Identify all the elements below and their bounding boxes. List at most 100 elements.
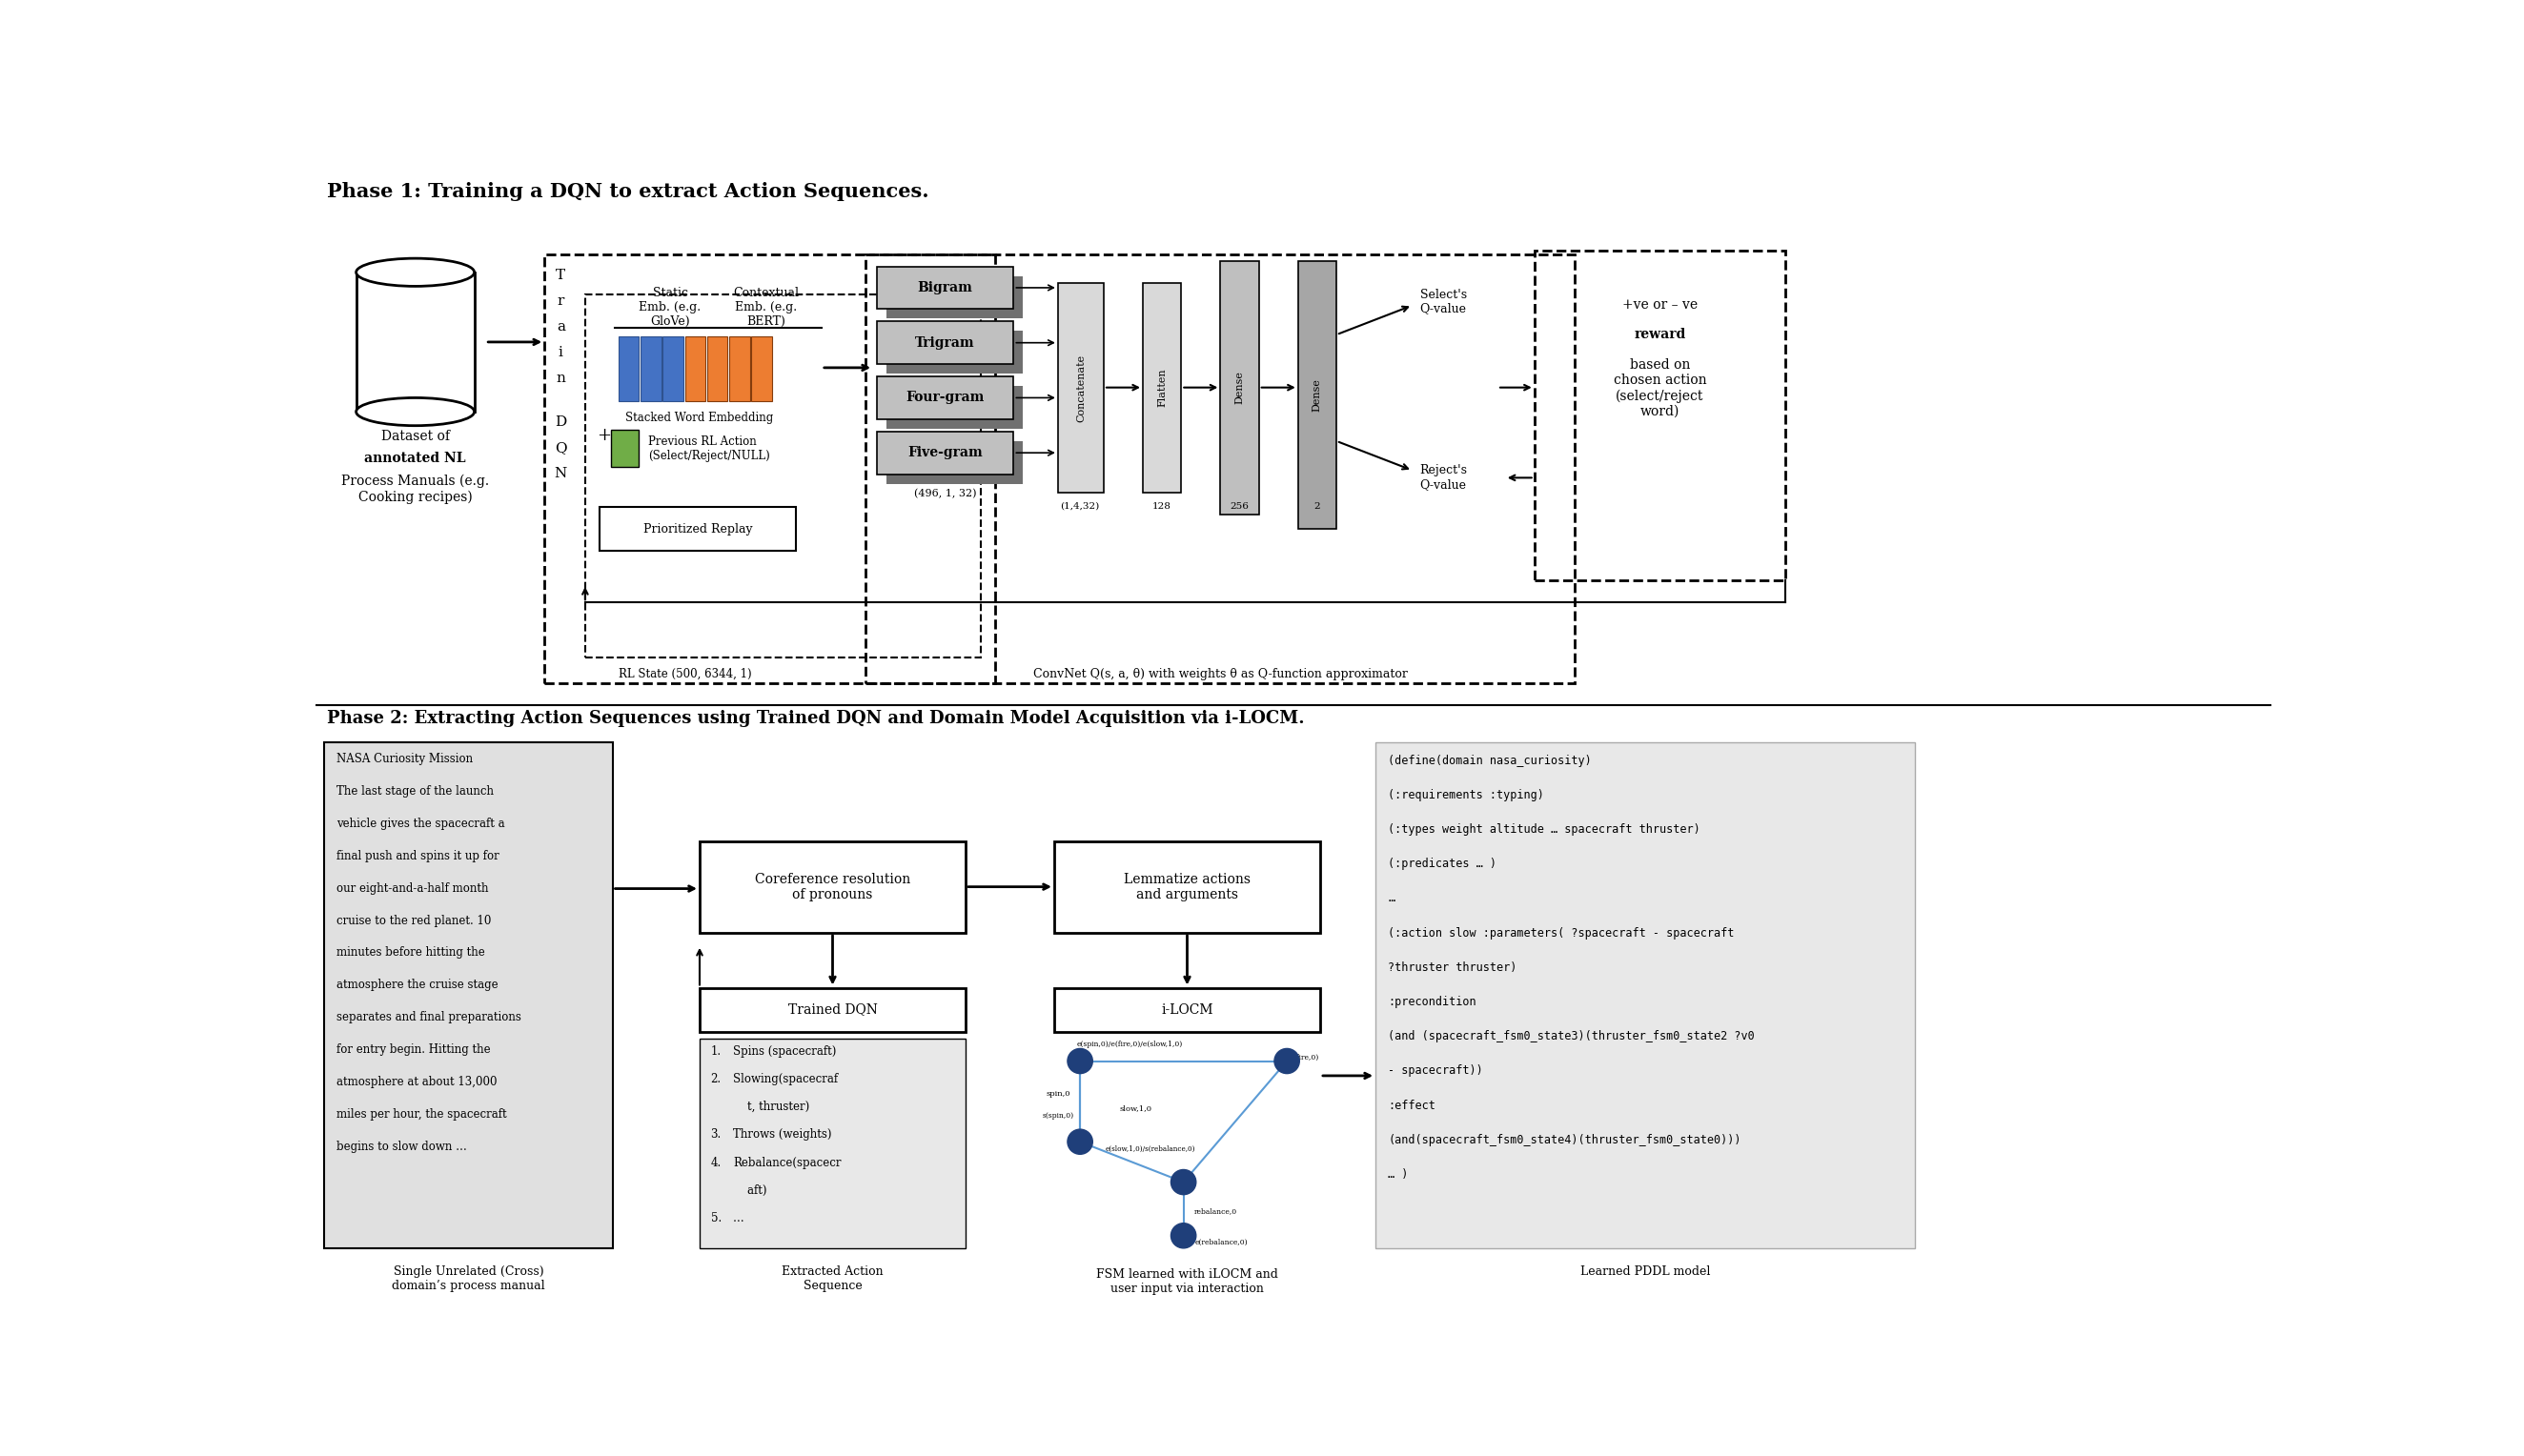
Text: (:requirements :typing): (:requirements :typing)	[1388, 789, 1545, 801]
Text: cruise to the red planet. 10: cruise to the red planet. 10	[336, 914, 492, 926]
Text: (:action slow :parameters( ?spacecraft - spacecraft: (:action slow :parameters( ?spacecraft -…	[1388, 927, 1734, 939]
Text: Four-gram: Four-gram	[906, 392, 984, 405]
Text: atmosphere the cruise stage: atmosphere the cruise stage	[336, 978, 497, 992]
Text: The last stage of the launch: The last stage of the launch	[336, 785, 495, 798]
Text: Slowing(spacecraf: Slowing(spacecraf	[732, 1073, 838, 1085]
Text: 3.: 3.	[712, 1128, 722, 1142]
Bar	[356, 272, 475, 412]
FancyBboxPatch shape	[752, 336, 772, 400]
Text: +: +	[596, 428, 611, 444]
FancyBboxPatch shape	[664, 336, 684, 400]
Text: Phase 2: Extracting Action Sequences using Trained DQN and Domain Model Acquisit: Phase 2: Extracting Action Sequences usi…	[326, 711, 1305, 728]
Text: :effect: :effect	[1388, 1099, 1436, 1111]
Text: Phase 1: Training a DQN to extract Action Sequences.: Phase 1: Training a DQN to extract Actio…	[326, 182, 929, 201]
FancyBboxPatch shape	[611, 430, 639, 467]
FancyBboxPatch shape	[876, 266, 1015, 309]
Text: Stacked Word Embedding: Stacked Word Embedding	[626, 412, 775, 424]
Text: separates and final preparations: separates and final preparations	[336, 1010, 520, 1024]
Text: our eight-and-a-half month: our eight-and-a-half month	[336, 882, 487, 894]
FancyBboxPatch shape	[886, 331, 1022, 374]
FancyBboxPatch shape	[876, 377, 1015, 419]
FancyBboxPatch shape	[876, 322, 1015, 364]
Text: Static
Emb. (e.g.
GloVe): Static Emb. (e.g. GloVe)	[639, 287, 702, 328]
Text: Rebalance(spacecr: Rebalance(spacecr	[732, 1156, 840, 1169]
Text: s(fire,0): s(fire,0)	[1290, 1054, 1320, 1061]
Text: 5.: 5.	[712, 1213, 722, 1224]
Text: Trained DQN: Trained DQN	[787, 1003, 878, 1016]
Text: Q: Q	[555, 441, 568, 454]
Text: Process Manuals (e.g.
Cooking recipes): Process Manuals (e.g. Cooking recipes)	[341, 475, 490, 504]
Circle shape	[1275, 1048, 1300, 1073]
Text: e(spin,0)/e(fire,0)/e(slow,1,0): e(spin,0)/e(fire,0)/e(slow,1,0)	[1075, 1040, 1181, 1048]
Ellipse shape	[356, 258, 475, 287]
FancyBboxPatch shape	[601, 507, 795, 552]
FancyBboxPatch shape	[729, 336, 750, 400]
Text: …: …	[732, 1213, 745, 1224]
Text: r: r	[558, 294, 565, 307]
Text: 128: 128	[1153, 502, 1171, 511]
FancyBboxPatch shape	[1055, 987, 1320, 1032]
Text: (496, 1, 32): (496, 1, 32)	[914, 489, 977, 498]
Text: FSM learned with iLOCM and
user input via interaction: FSM learned with iLOCM and user input vi…	[1095, 1268, 1277, 1294]
Text: 2.: 2.	[712, 1073, 722, 1085]
Text: Reject's
Q-value: Reject's Q-value	[1421, 464, 1466, 491]
Text: +ve or – ve: +ve or – ve	[1623, 298, 1699, 312]
FancyBboxPatch shape	[707, 336, 727, 400]
Circle shape	[1068, 1130, 1093, 1155]
Text: Coreference resolution
of pronouns: Coreference resolution of pronouns	[755, 872, 911, 901]
Text: Prioritized Replay: Prioritized Replay	[644, 523, 752, 536]
Text: 2: 2	[1315, 502, 1320, 511]
Text: D: D	[555, 415, 565, 428]
Text: atmosphere at about 13,000: atmosphere at about 13,000	[336, 1076, 497, 1088]
Text: spin,0: spin,0	[1045, 1091, 1070, 1098]
Circle shape	[1171, 1223, 1196, 1248]
Text: RL State (500, 6344, 1): RL State (500, 6344, 1)	[618, 668, 752, 680]
Text: Contextual
Emb. (e.g.
BERT): Contextual Emb. (e.g. BERT)	[734, 287, 800, 328]
Text: reward: reward	[1633, 328, 1686, 341]
Text: T: T	[555, 269, 565, 282]
Text: final push and spins it up for: final push and spins it up for	[336, 850, 500, 862]
Text: miles per hour, the spacecraft: miles per hour, the spacecraft	[336, 1108, 507, 1121]
Text: vehicle gives the spacecraft a: vehicle gives the spacecraft a	[336, 817, 505, 830]
FancyBboxPatch shape	[1376, 743, 1916, 1248]
Text: i-LOCM: i-LOCM	[1161, 1003, 1214, 1016]
FancyBboxPatch shape	[1297, 261, 1335, 529]
Text: e(slow,1,0)/s(rebalance,0): e(slow,1,0)/s(rebalance,0)	[1106, 1144, 1196, 1153]
Text: Single Unrelated (Cross)
domain’s process manual: Single Unrelated (Cross) domain’s proces…	[391, 1265, 545, 1291]
Text: Dataset of: Dataset of	[381, 430, 449, 444]
Text: Previous RL Action
(Select/Reject/NULL): Previous RL Action (Select/Reject/NULL)	[649, 435, 770, 462]
FancyBboxPatch shape	[641, 336, 661, 400]
Text: i: i	[558, 345, 563, 360]
Circle shape	[1171, 1169, 1196, 1194]
Text: aft): aft)	[732, 1184, 767, 1197]
Text: …: …	[1388, 893, 1396, 904]
Text: (498, 1, 32): (498, 1, 32)	[914, 379, 977, 389]
Text: t, thruster): t, thruster)	[732, 1101, 810, 1112]
Text: Flatten: Flatten	[1159, 368, 1166, 408]
Text: 1.: 1.	[712, 1045, 722, 1057]
Text: (1,4,32): (1,4,32)	[1060, 502, 1100, 511]
FancyBboxPatch shape	[618, 336, 639, 400]
Text: Extracted Action
Sequence: Extracted Action Sequence	[782, 1265, 883, 1291]
Text: minutes before hitting the: minutes before hitting the	[336, 946, 485, 960]
Text: (499, 1, 32): (499, 1, 32)	[914, 323, 977, 333]
Text: :precondition: :precondition	[1388, 996, 1477, 1008]
Text: ConvNet Q(s, a, θ) with weights θ as Q-function approximator: ConvNet Q(s, a, θ) with weights θ as Q-f…	[1032, 668, 1408, 680]
Text: Dense: Dense	[1312, 379, 1323, 412]
Text: annotated NL: annotated NL	[363, 451, 467, 466]
Text: Dense: Dense	[1234, 371, 1244, 405]
Text: (:predicates … ): (:predicates … )	[1388, 858, 1497, 871]
Text: Select's
Q-value: Select's Q-value	[1421, 288, 1466, 314]
FancyBboxPatch shape	[876, 431, 1015, 475]
Text: Learned PDDL model: Learned PDDL model	[1580, 1265, 1711, 1277]
Text: e(rebalance,0): e(rebalance,0)	[1194, 1239, 1247, 1246]
Text: ?thruster thruster): ?thruster thruster)	[1388, 961, 1517, 974]
Ellipse shape	[356, 397, 475, 425]
Text: - spacecraft)): - spacecraft))	[1388, 1064, 1484, 1077]
Text: slow,1,0: slow,1,0	[1118, 1105, 1151, 1112]
Text: 256: 256	[1229, 502, 1249, 511]
Text: Throws (weights): Throws (weights)	[732, 1128, 830, 1142]
Text: s(spin,0): s(spin,0)	[1042, 1112, 1073, 1120]
Text: Bigram: Bigram	[919, 281, 972, 294]
Text: (497, 1, 32): (497, 1, 32)	[914, 434, 977, 444]
